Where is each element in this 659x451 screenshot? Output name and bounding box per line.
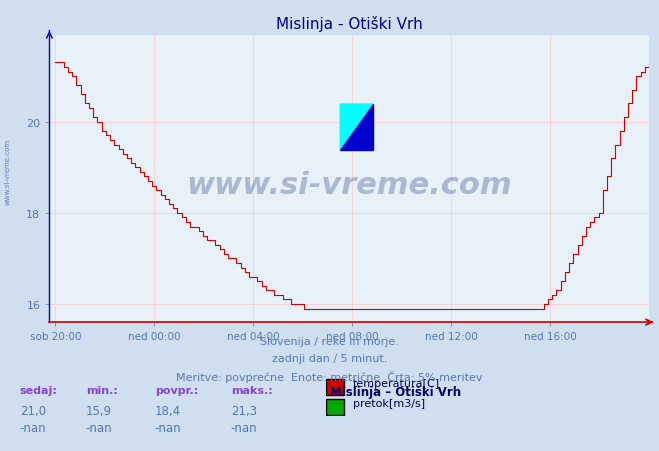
FancyBboxPatch shape bbox=[326, 399, 344, 415]
Text: Slovenija / reke in morje.: Slovenija / reke in morje. bbox=[260, 336, 399, 346]
Polygon shape bbox=[340, 105, 373, 151]
Title: Mislinja - Otiški Vrh: Mislinja - Otiški Vrh bbox=[276, 16, 422, 32]
Text: sedaj:: sedaj: bbox=[20, 386, 57, 396]
Text: -nan: -nan bbox=[155, 421, 181, 434]
Polygon shape bbox=[340, 105, 373, 151]
Text: pretok[m3/s]: pretok[m3/s] bbox=[353, 398, 425, 408]
Text: www.si-vreme.com: www.si-vreme.com bbox=[186, 170, 512, 199]
FancyBboxPatch shape bbox=[326, 379, 344, 395]
Text: www.si-vreme.com: www.si-vreme.com bbox=[5, 138, 11, 204]
Text: 21,0: 21,0 bbox=[20, 404, 46, 417]
Text: zadnji dan / 5 minut.: zadnji dan / 5 minut. bbox=[272, 353, 387, 363]
Text: Meritve: povprečne  Enote: metrične  Črta: 5% meritev: Meritve: povprečne Enote: metrične Črta:… bbox=[176, 370, 483, 382]
Text: min.:: min.: bbox=[86, 386, 117, 396]
Text: 21,3: 21,3 bbox=[231, 404, 257, 417]
Text: -nan: -nan bbox=[231, 421, 257, 434]
Text: temperatura[C]: temperatura[C] bbox=[353, 378, 440, 388]
Text: Mislinja – Otiški Vrh: Mislinja – Otiški Vrh bbox=[330, 386, 461, 399]
Text: maks.:: maks.: bbox=[231, 386, 272, 396]
Text: povpr.:: povpr.: bbox=[155, 386, 198, 396]
Polygon shape bbox=[340, 105, 358, 130]
Text: -nan: -nan bbox=[20, 421, 46, 434]
Text: -nan: -nan bbox=[86, 421, 112, 434]
Text: 18,4: 18,4 bbox=[155, 404, 181, 417]
Text: 15,9: 15,9 bbox=[86, 404, 112, 417]
